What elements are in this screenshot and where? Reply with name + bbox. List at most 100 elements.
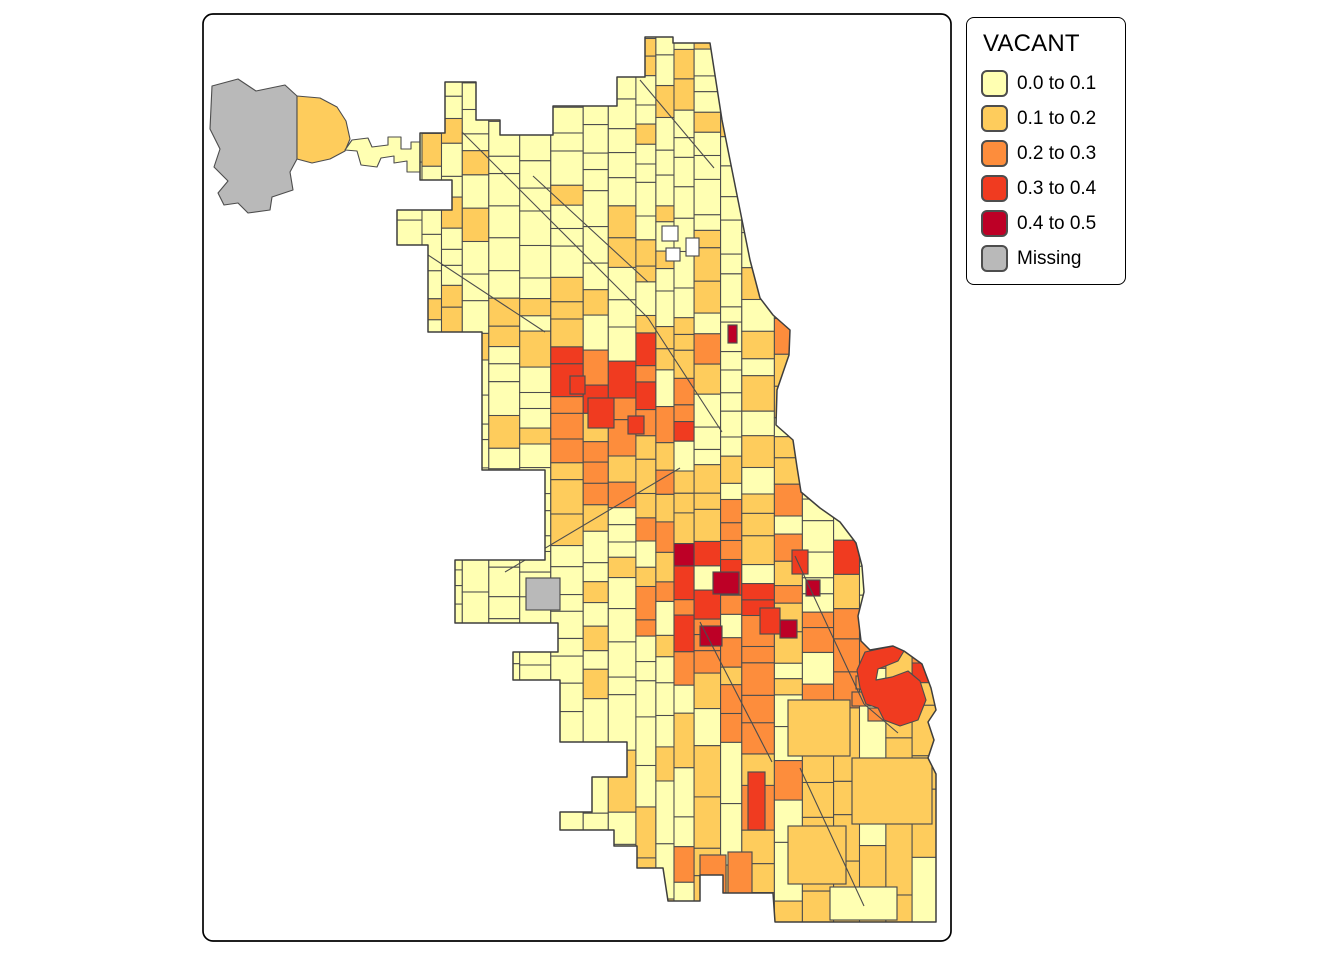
census-tract xyxy=(655,348,675,371)
census-tract xyxy=(582,625,609,652)
census-tract xyxy=(655,442,675,471)
census-tract xyxy=(741,466,775,495)
census-tract xyxy=(655,369,675,408)
census-tract xyxy=(488,414,521,449)
census-tract xyxy=(607,237,637,269)
census-tract xyxy=(635,680,657,718)
census-tract xyxy=(635,716,657,767)
census-tract xyxy=(720,369,743,394)
census-tract xyxy=(655,406,675,444)
census-tract xyxy=(655,205,675,223)
census-tract xyxy=(635,661,657,682)
legend-label: 0.0 to 0.1 xyxy=(1017,72,1097,94)
census-tract xyxy=(655,493,675,523)
census-tract xyxy=(673,287,695,319)
census-tract xyxy=(787,825,847,885)
census-tract xyxy=(885,819,913,896)
census-tract xyxy=(747,771,766,831)
census-tract xyxy=(607,556,637,579)
census-tract xyxy=(741,583,775,601)
census-tract xyxy=(801,520,835,553)
census-tract xyxy=(655,682,675,717)
census-tract xyxy=(655,600,675,636)
census-tract xyxy=(550,106,584,134)
census-tract xyxy=(673,78,695,111)
census-tract xyxy=(693,363,722,395)
census-tract xyxy=(741,694,775,724)
census-tract xyxy=(635,619,657,637)
census-tract xyxy=(911,856,936,922)
census-tract xyxy=(607,152,637,179)
census-tract xyxy=(488,566,521,598)
census-tract xyxy=(607,507,637,526)
census-tract xyxy=(488,596,521,620)
census-tract xyxy=(720,741,743,805)
census-tract xyxy=(440,284,463,308)
census-tract xyxy=(741,512,775,537)
census-tract xyxy=(607,641,637,678)
census-tract xyxy=(519,330,552,368)
census-tract xyxy=(673,404,695,423)
census-tract xyxy=(550,346,584,365)
legend-swatch-4 xyxy=(981,210,1008,237)
census-tract xyxy=(607,266,637,301)
legend-swatch-2 xyxy=(981,140,1008,167)
census-tract xyxy=(635,566,657,588)
census-tract xyxy=(461,207,490,243)
census-tract xyxy=(488,447,521,470)
census-tract xyxy=(693,393,722,428)
census-tract xyxy=(635,517,657,542)
census-tract xyxy=(421,132,443,167)
legend-swatch-1 xyxy=(981,105,1008,132)
census-tract xyxy=(655,656,675,684)
census-tract xyxy=(519,407,552,429)
census-tract xyxy=(655,551,675,583)
census-tract xyxy=(550,132,584,152)
census-tract xyxy=(582,441,609,463)
census-tract xyxy=(655,268,675,292)
census-tract xyxy=(607,541,637,558)
census-tract xyxy=(519,244,552,279)
census-tract xyxy=(635,764,657,808)
census-tract xyxy=(582,124,609,154)
census-tract xyxy=(607,177,637,207)
census-tract xyxy=(635,123,657,145)
census-tract xyxy=(635,365,657,383)
census-tract xyxy=(550,655,584,684)
census-tract xyxy=(519,187,552,212)
legend-label: 0.3 to 0.4 xyxy=(1017,177,1097,199)
census-tract xyxy=(693,280,722,314)
census-tract xyxy=(693,708,722,747)
census-tract xyxy=(461,591,490,625)
legend-swatch-0 xyxy=(981,70,1008,97)
legend-item: 0.2 to 0.3 xyxy=(981,140,1113,167)
legend-swatch-3 xyxy=(981,175,1008,202)
census-tract xyxy=(661,225,679,242)
census-tract xyxy=(635,239,657,267)
census-tract xyxy=(655,634,675,658)
census-tract xyxy=(461,273,490,302)
census-tract xyxy=(741,375,775,412)
census-tract xyxy=(773,678,803,696)
census-tract xyxy=(607,577,637,610)
census-tract xyxy=(693,796,722,849)
census-tract xyxy=(635,435,657,460)
census-tract xyxy=(488,270,521,299)
census-tract xyxy=(635,806,657,859)
census-tract xyxy=(673,816,695,848)
census-tract xyxy=(720,498,743,524)
legend-label: 0.4 to 0.5 xyxy=(1017,212,1097,234)
census-tract xyxy=(635,381,657,411)
census-tract xyxy=(720,392,743,412)
census-tract xyxy=(665,247,681,262)
census-tract xyxy=(673,565,695,601)
census-tract xyxy=(569,375,586,395)
census-tract xyxy=(693,540,722,567)
census-tract xyxy=(550,479,584,515)
census-tract xyxy=(582,169,609,192)
census-tract xyxy=(693,312,722,335)
census-tract xyxy=(727,324,738,344)
census-tract xyxy=(712,571,740,595)
legend-box: VACANT 0.0 to 0.1 0.1 to 0.2 0.2 to 0.3 … xyxy=(966,17,1126,285)
census-tract xyxy=(607,455,637,483)
